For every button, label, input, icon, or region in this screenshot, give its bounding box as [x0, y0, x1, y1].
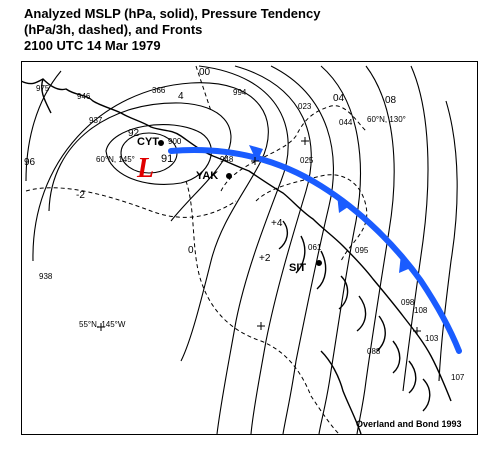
- isobar-label-0: 0: [188, 245, 194, 256]
- plus-marker-2: [257, 322, 265, 330]
- coord-60n-145: 60°N, 145°: [96, 155, 135, 164]
- station-sit: SIT: [289, 262, 306, 274]
- tendency-zero: [185, 180, 340, 435]
- station-markers: [97, 137, 421, 335]
- pressure-103: 103: [425, 334, 439, 343]
- station-cyt: CYT: [137, 136, 159, 148]
- isobar-label-00: 00: [199, 67, 211, 78]
- tendency-label-plus-2: +2: [259, 253, 271, 264]
- title-line-1: Analyzed MSLP (hPa, solid), Pressure Ten…: [24, 6, 321, 21]
- weather-map: L 91 CYT YAK SIT 60°N, 145° 60°N, 130° 5…: [21, 61, 478, 435]
- isobar-label-04: 04: [333, 93, 345, 104]
- low-symbol: L: [136, 153, 154, 184]
- isobar-west: [25, 70, 62, 182]
- isobar-outer-4: [318, 65, 361, 435]
- islands-2: [338, 275, 386, 352]
- coord-55n-145w: 55°N, 145°W: [79, 320, 126, 329]
- coastline: [21, 78, 452, 435]
- pressure-044: 044: [339, 118, 353, 127]
- pressure-938: 938: [39, 272, 53, 281]
- bc-coast: [320, 350, 362, 435]
- credit-text: Overland and Bond 1993: [356, 419, 462, 429]
- pressure-366: 366: [152, 86, 166, 95]
- isobar-96: [48, 102, 232, 222]
- tendency-lines: [25, 65, 368, 435]
- isobar-outer-3: [270, 65, 334, 435]
- cold-front-line: [168, 147, 462, 354]
- isobar-label-08: 08: [385, 95, 397, 106]
- plus-marker-5: [251, 157, 259, 165]
- pressure-107: 107: [451, 373, 465, 382]
- map-title: Analyzed MSLP (hPa, solid), Pressure Ten…: [24, 6, 320, 54]
- cold-front-barbs: [249, 145, 413, 273]
- front-barb-1: [249, 145, 263, 162]
- station-dot-cyt: [158, 140, 164, 146]
- pressure-937: 937: [89, 116, 103, 125]
- kodiak-west: [41, 78, 52, 114]
- pressure-088: 088: [367, 347, 381, 356]
- pressure-098: 098: [401, 298, 415, 307]
- tendency-minus-2: [25, 187, 237, 218]
- tendency-label-plus-4: +4: [271, 218, 283, 229]
- pressure-023: 023: [298, 102, 312, 111]
- coord-60n-130: 60°N, 130°: [367, 115, 406, 124]
- low-center-pressure: 91: [161, 153, 173, 165]
- tendency-label-4: 4: [178, 91, 184, 102]
- isobar-92: [105, 124, 212, 185]
- station-yak: YAK: [196, 170, 218, 182]
- isobar-outer-7: [438, 100, 458, 382]
- isobar-outer-6: [402, 65, 429, 392]
- plus-marker-3: [301, 137, 309, 145]
- title-line-2: (hPa/3h, dashed), and Fronts: [24, 22, 203, 37]
- map-frame: [21, 61, 478, 435]
- station-pressure-labels: 975 946 937 366 994 023 044 025 938 061 …: [36, 84, 465, 382]
- pressure-946: 946: [77, 92, 91, 101]
- pressure-948: 948: [220, 155, 234, 164]
- islands-3: [392, 340, 431, 412]
- plus-marker-1: [97, 323, 105, 331]
- title-line-3: 2100 UTC 14 Mar 1979: [24, 38, 161, 53]
- pressure-061: 061: [308, 243, 322, 252]
- pressure-975: 975: [36, 84, 50, 93]
- tendency-label-minus-2: -2: [76, 190, 85, 201]
- isobar-label-96: 96: [24, 157, 36, 168]
- pressure-900: 900: [168, 137, 182, 146]
- islands-1: [278, 220, 327, 290]
- tendency-plus-4: [255, 174, 368, 262]
- isobar-0: [32, 82, 269, 362]
- station-dot-sit: [316, 260, 322, 266]
- plus-marker-4: [413, 327, 421, 335]
- station-dot-yak: [226, 173, 232, 179]
- tendency-north: [195, 65, 212, 112]
- isobar-outer-2: [234, 65, 312, 435]
- pressure-994: 994: [233, 88, 247, 97]
- isobar-label-92: 92: [128, 128, 140, 139]
- front-barb-3: [399, 254, 413, 273]
- pressure-095: 095: [355, 246, 369, 255]
- pressure-108: 108: [414, 306, 428, 315]
- alaska-coast: [21, 78, 452, 402]
- pressure-025: 025: [300, 156, 314, 165]
- isobar-outer-5: [356, 65, 395, 435]
- front-barb-2: [337, 194, 351, 213]
- isobar-outer-1: [198, 65, 289, 435]
- isobars: [25, 65, 458, 435]
